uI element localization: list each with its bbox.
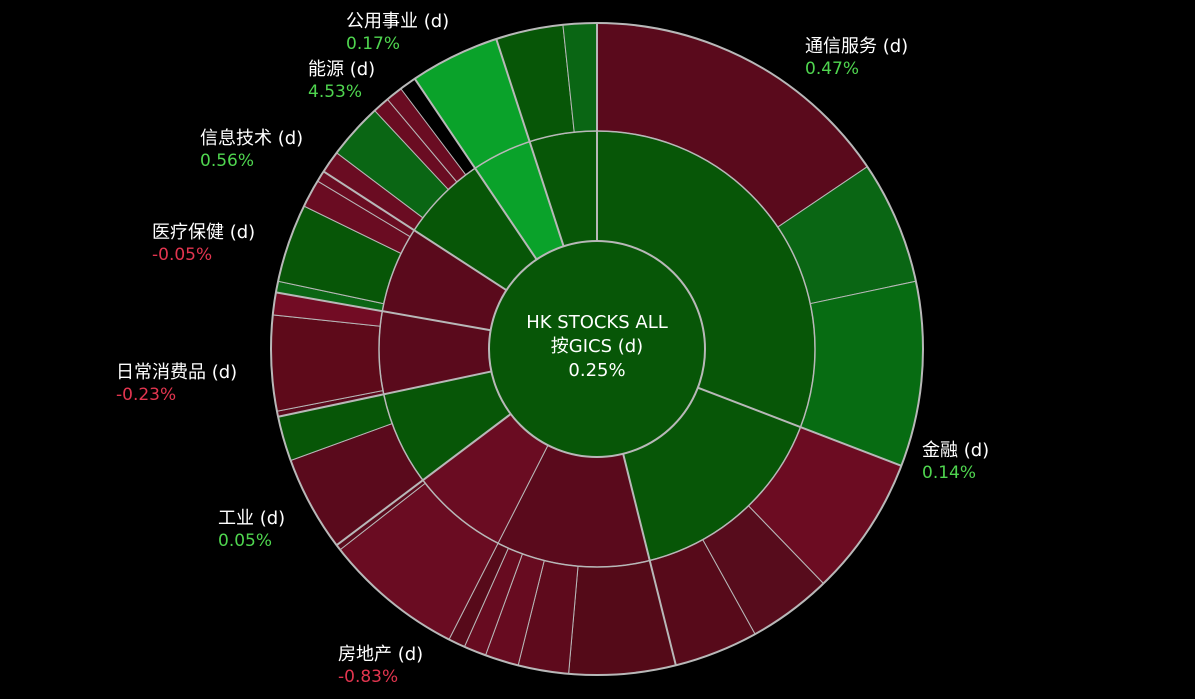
sector-name: 房地产 (d) — [338, 644, 423, 665]
sector-label[interactable]: 工业 (d)0.05% — [218, 508, 285, 551]
center-node[interactable]: HK STOCKS ALL 按GICS (d) 0.25% — [488, 240, 706, 458]
sector-divider — [622, 453, 677, 666]
sector-change-value: -0.23% — [116, 385, 176, 405]
center-value: 0.25% — [568, 360, 625, 381]
sector-divider — [275, 291, 491, 332]
sector-change-value: 0.14% — [922, 463, 976, 483]
sector-divider — [413, 78, 538, 261]
sector-name: 工业 (d) — [218, 508, 285, 529]
ring-divider — [378, 130, 816, 568]
sector-label[interactable]: 信息技术 (d)0.56% — [200, 128, 303, 171]
sector-label[interactable]: 公用事业 (d)0.17% — [346, 11, 449, 54]
sector-label[interactable]: 医疗保健 (d)-0.05% — [152, 222, 255, 265]
sector-change-value: 0.05% — [218, 531, 272, 551]
center-subtitle: 按GICS (d) — [551, 336, 643, 357]
sector-change-value: -0.83% — [338, 667, 398, 687]
sector-divider — [697, 386, 902, 467]
sector-change-value: 0.56% — [200, 151, 254, 171]
sector-divider — [336, 413, 512, 546]
sector-label[interactable]: 金融 (d)0.14% — [922, 440, 989, 483]
sector-name: 信息技术 (d) — [200, 128, 303, 149]
sector-change-value: 0.47% — [805, 59, 859, 79]
sector-divider — [323, 170, 507, 292]
sector-divider — [277, 370, 492, 418]
sector-name: 日常消费品 (d) — [116, 362, 237, 383]
sector-name: 通信服务 (d) — [805, 36, 908, 57]
sector-label[interactable]: 房地产 (d)-0.83% — [338, 644, 423, 687]
sector-change-value: -0.05% — [152, 245, 212, 265]
center-title: HK STOCKS ALL — [526, 312, 668, 333]
sector-change-value: 4.53% — [308, 82, 362, 102]
sector-name: 金融 (d) — [922, 440, 989, 461]
sector-divider — [495, 38, 565, 247]
sector-label[interactable]: 通信服务 (d)0.47% — [805, 36, 908, 79]
sector-label[interactable]: 能源 (d)4.53% — [308, 59, 375, 102]
sector-change-value: 0.17% — [346, 34, 400, 54]
sector-name: 公用事业 (d) — [346, 11, 449, 32]
sector-name: 能源 (d) — [308, 59, 375, 80]
sector-name: 医疗保健 (d) — [152, 222, 255, 243]
sector-label[interactable]: 日常消费品 (d)-0.23% — [116, 362, 237, 405]
